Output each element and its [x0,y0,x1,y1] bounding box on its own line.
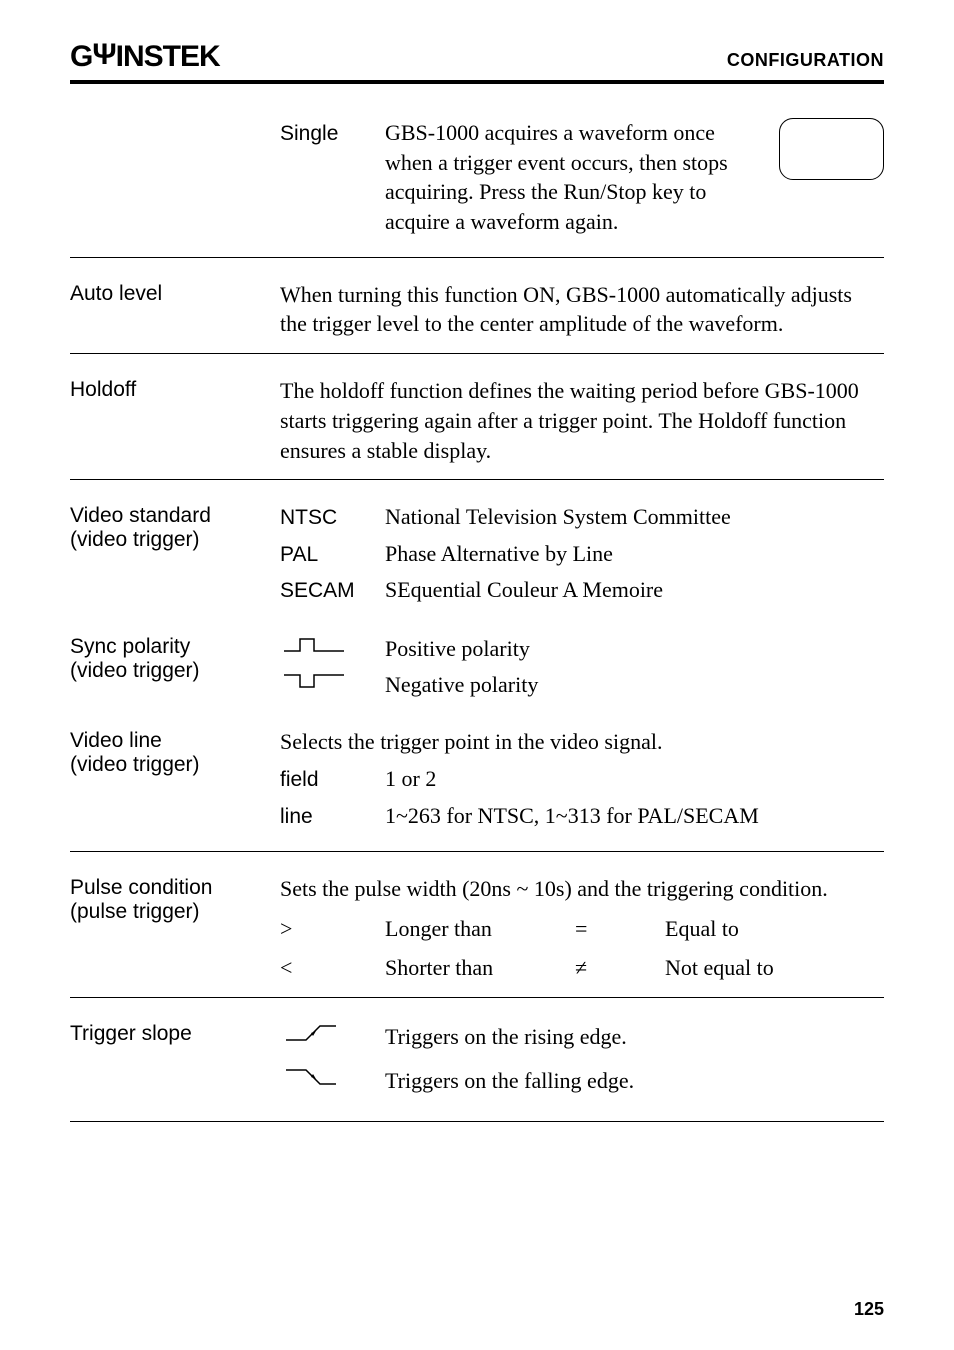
sync-polarity-label: Sync polarity (video trigger) [70,633,280,704]
ts-rising: Triggers on the rising edge. [385,1022,627,1052]
sp-negative: Negative polarity [385,670,538,700]
vl-line-v: 1~263 for NTSC, 1~313 for PAL/SECAM [385,801,884,831]
vs-ntsc-k: NTSC [280,502,385,532]
pc-lt-sym: < [280,953,385,983]
content-single: Single GBS-1000 acquires a waveform once… [280,118,884,243]
page-section-title: CONFIGURATION [727,50,884,71]
label-col-empty [70,118,280,243]
negative-pulse-icon [280,669,385,701]
pc-eq-sym: = [575,914,665,944]
section-trigger-slope: Trigger slope Triggers on the rising edg… [70,1020,884,1122]
holdoff-desc: The holdoff function defines the waiting… [280,376,884,465]
header: GΨINSTEK CONFIGURATION [70,40,884,84]
vs-pal-k: PAL [280,539,385,569]
vl-label2: (video trigger) [70,753,200,776]
pc-gt-sym: > [280,914,385,944]
ts-falling: Triggers on the falling edge. [385,1066,634,1096]
section-holdoff: Holdoff The holdoff function defines the… [70,376,884,480]
section-pulse-condition: Pulse condition (pulse trigger) Sets the… [70,874,884,998]
section-sync-polarity: Sync polarity (video trigger) Positive p… [70,633,884,712]
vs-secam-v: SEquential Couleur A Memoire [385,575,884,605]
falling-edge-icon [280,1064,385,1098]
holdoff-label: Holdoff [70,376,280,465]
pc-ne-sym: ≠ [575,953,665,983]
brand-logo: GΨINSTEK [70,40,220,74]
video-standard-label: Video standard (video trigger) [70,502,280,611]
autolevel-desc: When turning this function ON, GBS-1000 … [280,280,884,339]
vl-field-k: field [280,764,385,794]
autolevel-label: Auto level [70,280,280,339]
trigger-slope-label: Trigger slope [70,1020,280,1107]
sp-label2: (video trigger) [70,659,200,682]
positive-pulse-icon [280,633,385,665]
button-placeholder[interactable] [779,118,884,180]
pc-desc: Sets the pulse width (20ns ~ 10s) and th… [280,874,884,904]
section-video-line: Video line (video trigger) Selects the t… [70,727,884,852]
vl-line-k: line [280,801,385,831]
vl-field-v: 1 or 2 [385,764,884,794]
video-line-label: Video line (video trigger) [70,727,280,837]
section-auto-level: Auto level When turning this function ON… [70,280,884,354]
section-single: Single GBS-1000 acquires a waveform once… [70,118,884,258]
pc-label2: (pulse trigger) [70,900,200,923]
page-number: 125 [854,1299,884,1320]
sp-label1: Sync polarity [70,635,190,658]
vs-ntsc-v: National Television System Committee [385,502,884,532]
section-video-standard: Video standard (video trigger) NTSCNatio… [70,502,884,619]
vs-secam-k: SECAM [280,575,385,605]
single-label: Single [280,118,385,237]
pc-ne-txt: Not equal to [665,953,884,983]
pulse-condition-label: Pulse condition (pulse trigger) [70,874,280,983]
pc-gt-txt: Longer than [385,914,575,944]
sp-positive: Positive polarity [385,634,530,664]
pc-lt-txt: Shorter than [385,953,575,983]
vs-label2: (video trigger) [70,528,200,551]
vs-label1: Video standard [70,504,211,527]
single-desc: GBS-1000 acquires a waveform once when a… [385,118,763,237]
pc-label1: Pulse condition [70,876,212,899]
vl-label1: Video line [70,729,162,752]
vs-pal-v: Phase Alternative by Line [385,539,884,569]
pc-eq-txt: Equal to [665,914,884,944]
rising-edge-icon [280,1020,385,1054]
vl-desc: Selects the trigger point in the video s… [280,727,884,757]
